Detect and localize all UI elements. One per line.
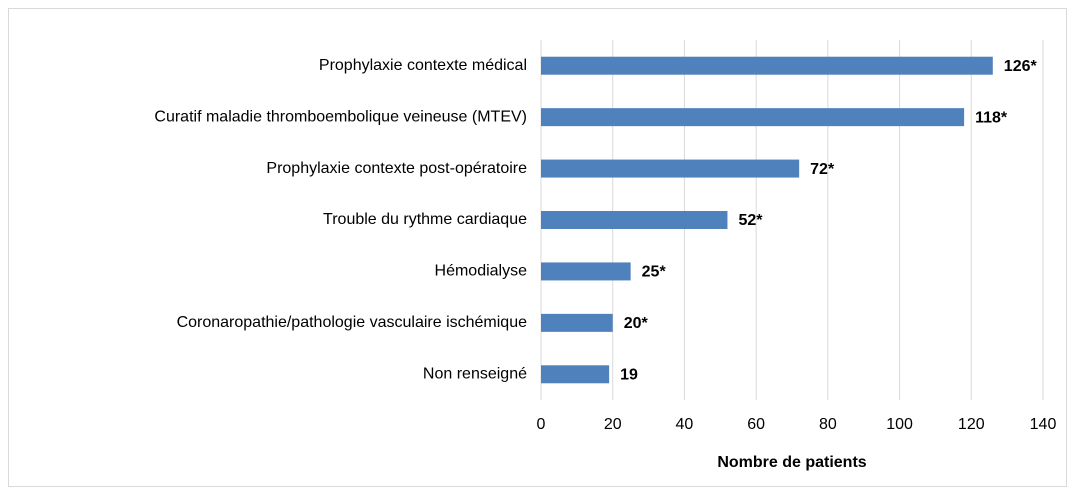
data-label: 25* xyxy=(642,264,667,281)
x-tick-label: 80 xyxy=(819,416,837,433)
bar xyxy=(541,262,631,281)
data-label: 20* xyxy=(624,315,649,332)
x-tick-label: 60 xyxy=(747,416,765,433)
x-tick-label: 140 xyxy=(1030,416,1057,433)
y-tick-label: Curatif maladie thromboembolique veineus… xyxy=(154,108,527,125)
x-tick-label: 100 xyxy=(886,416,913,433)
data-label: 118* xyxy=(975,109,1008,126)
data-label: 72* xyxy=(810,161,835,178)
chart-frame xyxy=(8,8,1067,487)
y-tick-label: Trouble du rythme cardiaque xyxy=(323,211,527,228)
bar xyxy=(541,211,728,229)
x-tick-label: 120 xyxy=(958,416,985,433)
bar xyxy=(541,159,800,178)
y-tick-label: Hémodialyse xyxy=(435,263,528,280)
bar xyxy=(541,56,993,75)
x-tick-label: 40 xyxy=(676,416,694,433)
y-tick-label: Coronaropathie/pathologie vasculaire isc… xyxy=(177,314,528,331)
bar xyxy=(541,365,610,384)
bar xyxy=(541,313,613,332)
x-tick-label: 20 xyxy=(604,416,622,433)
data-label: 52* xyxy=(738,212,763,229)
x-tick-label: 0 xyxy=(537,416,546,433)
y-tick-label: Prophylaxie contexte post-opératoire xyxy=(266,160,527,177)
data-label: 126* xyxy=(1004,58,1038,75)
y-tick-label: Prophylaxie contexte médical xyxy=(319,57,527,74)
y-tick-label: Non renseigné xyxy=(423,366,527,383)
x-axis-label: Nombre de patients xyxy=(717,454,866,471)
bar xyxy=(541,108,965,127)
data-label: 19 xyxy=(620,367,638,384)
